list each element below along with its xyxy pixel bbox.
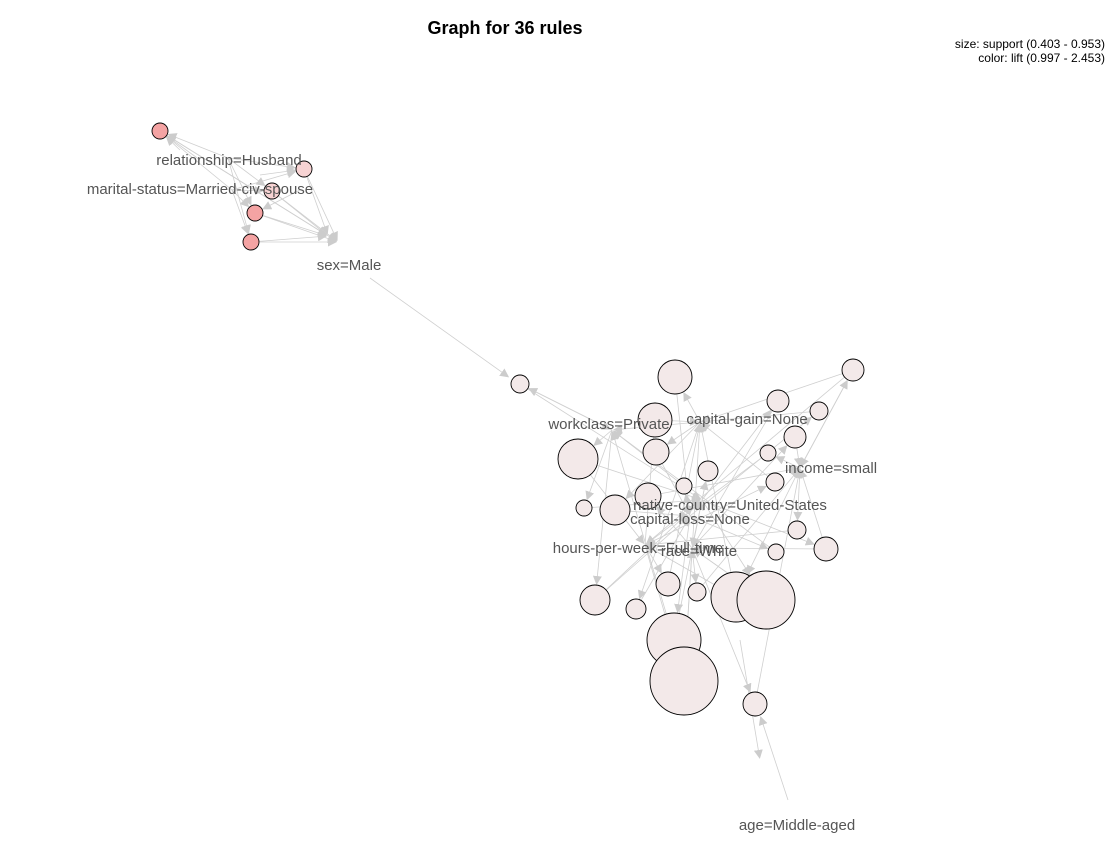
rule-edge <box>259 166 296 176</box>
item-label-race: race=White <box>661 543 737 560</box>
rule-node <box>625 598 647 620</box>
rule-edge <box>798 469 827 550</box>
rule-edge <box>682 493 692 517</box>
rule-edge <box>159 130 338 242</box>
chart-title: Graph for 36 rules <box>427 18 583 38</box>
rule-node <box>642 438 670 466</box>
rule-node <box>263 182 281 200</box>
legend-size: size: support (0.403 - 0.953) <box>954 37 1105 51</box>
rule-edge <box>227 157 251 235</box>
rule-edge <box>254 212 337 243</box>
rule-edge <box>227 157 252 206</box>
rule-edge <box>585 429 613 501</box>
rule-edge <box>303 168 338 242</box>
rule-edge <box>758 716 789 801</box>
rule-node <box>765 472 785 492</box>
rule-node <box>687 582 707 602</box>
item-label-income: income=small <box>785 460 877 477</box>
rule-edge <box>635 516 690 610</box>
rule-node <box>736 570 796 630</box>
rule-edge <box>519 383 702 500</box>
rule-edge <box>691 445 788 549</box>
rule-edge <box>166 136 233 191</box>
rule-node <box>787 520 807 540</box>
rule-edge <box>231 189 250 208</box>
rule-edge <box>227 157 296 172</box>
rule-edge <box>593 429 613 446</box>
rule-edge <box>689 515 769 550</box>
rule-edge <box>369 277 510 378</box>
rule-node <box>697 460 719 482</box>
rule-edge <box>250 232 327 243</box>
item-label-native: native-country=United-States <box>633 497 827 514</box>
rule-node <box>634 482 662 510</box>
item-label-capgain: capital-gain=None <box>686 411 807 428</box>
rule-edge <box>271 190 338 242</box>
rule-edge <box>691 547 752 693</box>
rule-node <box>675 477 693 495</box>
rule-edge <box>645 452 769 545</box>
rule-node <box>809 401 829 421</box>
rule-edge <box>227 157 266 187</box>
rule-node <box>295 160 313 178</box>
rule-node <box>242 233 260 251</box>
rule-node <box>246 204 264 222</box>
rule-edge <box>519 383 612 430</box>
item-label-marital: marital-status=Married-civ-spouse <box>87 181 313 198</box>
rule-edge <box>747 467 801 575</box>
rule-edge <box>644 485 767 546</box>
legend-color: color: lift (0.997 - 2.453) <box>978 51 1105 65</box>
item-label-caploss: capital-loss=None <box>630 511 750 528</box>
item-label-workclass: workclass=Private <box>547 416 669 433</box>
rule-edge <box>612 430 777 553</box>
rule-node <box>151 122 169 140</box>
rule-node <box>655 571 681 597</box>
rule-node <box>759 444 777 462</box>
rule-edge <box>701 409 772 501</box>
item-label-sex: sex=Male <box>317 257 382 274</box>
rule-node <box>637 402 673 438</box>
rule-edge <box>696 468 800 593</box>
rule-edge <box>262 189 301 210</box>
rule-node <box>510 374 530 394</box>
rule-node <box>783 425 807 449</box>
rule-node <box>575 499 593 517</box>
rule-edge <box>167 133 229 159</box>
item-label-hours: hours-per-week=Full-time <box>553 540 723 557</box>
rule-edge <box>646 529 798 549</box>
rule-edge <box>674 515 691 614</box>
rule-node <box>767 543 785 561</box>
rule-node <box>599 494 631 526</box>
rule-node <box>742 691 768 717</box>
item-label-age: age=Middle-aged <box>739 817 855 834</box>
rule-node <box>841 358 865 382</box>
rule-node <box>766 389 790 413</box>
rule-edge <box>701 499 751 576</box>
item-label-relationship: relationship=Husband <box>156 152 302 169</box>
rule-edge <box>692 400 779 548</box>
rule-edge <box>800 369 854 468</box>
rule-nodes-layer <box>151 122 865 717</box>
rule-node <box>649 646 719 716</box>
rule-edge <box>303 168 329 235</box>
rule-edge <box>697 423 737 598</box>
rule-edge <box>594 516 690 601</box>
rule-edge <box>700 422 776 483</box>
rule-edge <box>166 135 201 161</box>
rule-edge <box>231 189 250 235</box>
rule-node <box>557 438 599 480</box>
rule-node <box>579 584 611 616</box>
rule-edge <box>667 423 703 585</box>
item-labels-layer: relationship=Husband marital-status=Marri… <box>87 152 877 834</box>
legend: size: support (0.403 - 0.953) color: lif… <box>705 37 1105 65</box>
rule-node <box>813 536 839 562</box>
rule-node <box>657 359 693 395</box>
rule-edge <box>637 421 701 600</box>
